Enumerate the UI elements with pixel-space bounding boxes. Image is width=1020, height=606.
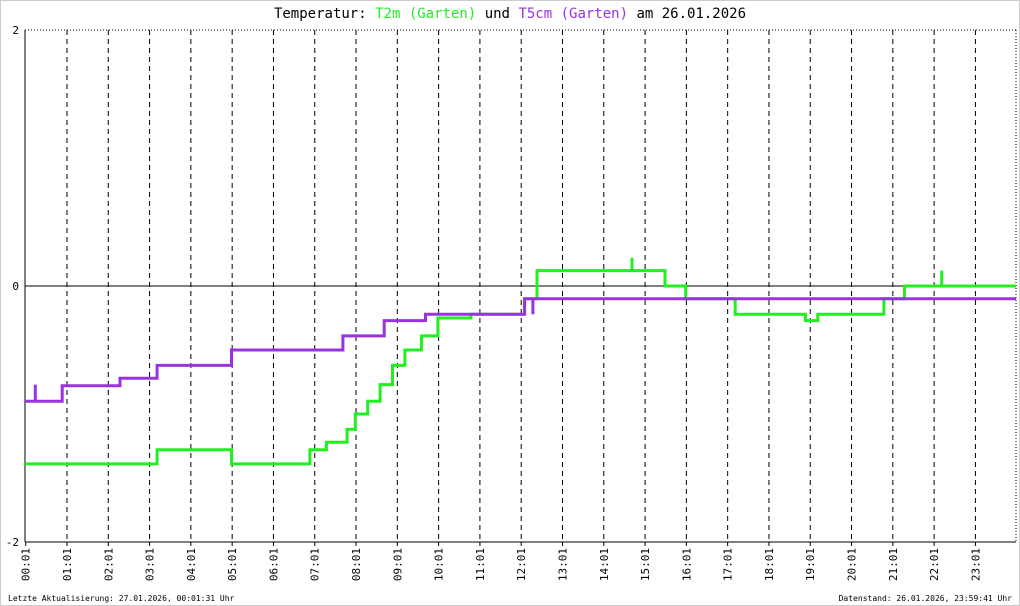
data-line (25, 257, 1016, 466)
x-tick-label: 04:01 (185, 548, 198, 581)
x-tick-label: 06:01 (267, 548, 280, 581)
x-tick-label: 17:01 (722, 548, 735, 581)
x-tick-label: 00:01 (20, 548, 33, 581)
title-text: am 26.01.2026 (636, 6, 746, 22)
x-tick-label: 09:01 (391, 548, 404, 581)
x-tick-label: 14:01 (598, 548, 611, 581)
x-tick-label: 15:01 (639, 548, 652, 581)
x-tick-label: 03:01 (144, 548, 157, 581)
title-text: und (485, 6, 510, 22)
data-line (25, 297, 1016, 403)
x-tick-label: 20:01 (846, 548, 859, 581)
x-tick-label: 10:01 (433, 548, 446, 581)
x-tick-label: 05:01 (226, 548, 239, 581)
x-tick-label: 19:01 (804, 548, 817, 581)
x-tick-label: 18:01 (763, 548, 776, 581)
x-tick-label: 13:01 (556, 548, 569, 581)
x-tick-label: 02:01 (102, 548, 115, 581)
title-text: Temperatur: (274, 6, 367, 22)
chart-title: Temperatur: T2m (Garten) und T5cm (Garte… (274, 6, 746, 22)
x-tick-label: 23:01 (969, 548, 982, 581)
x-tick-label: 21:01 (887, 548, 900, 581)
x-tick-label: 07:01 (309, 548, 322, 581)
legend-entry: T2m (Garten) (375, 6, 476, 22)
x-tick-label: 11:01 (474, 548, 487, 581)
x-tick-label: 12:01 (515, 548, 528, 581)
y-tick-label: 2 (12, 24, 19, 37)
x-tick-label: 16:01 (680, 548, 693, 581)
y-tick-label: 0 (12, 280, 19, 293)
y-tick-label: -2 (6, 536, 19, 549)
x-tick-label: 22:01 (928, 548, 941, 581)
footer-right: Datenstand: 26.01.2026, 23:59:41 Uhr (839, 594, 1013, 603)
legend-entry: T5cm (Garten) (518, 6, 628, 22)
x-tick-label: 01:01 (61, 548, 74, 581)
footer-left: Letzte Aktualisierung: 27.01.2026, 00:01… (8, 594, 235, 603)
x-tick-label: 08:01 (350, 548, 363, 581)
